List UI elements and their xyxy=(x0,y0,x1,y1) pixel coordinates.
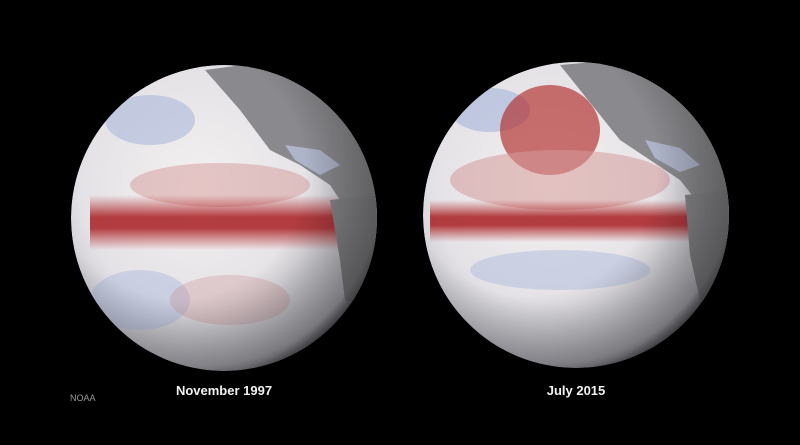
globe-1997 xyxy=(71,65,377,371)
globe-label: November 1997 xyxy=(176,383,272,398)
globe-2015 xyxy=(423,62,729,368)
credit: NOAA xyxy=(70,393,96,403)
globe-label: July 2015 xyxy=(547,383,606,398)
